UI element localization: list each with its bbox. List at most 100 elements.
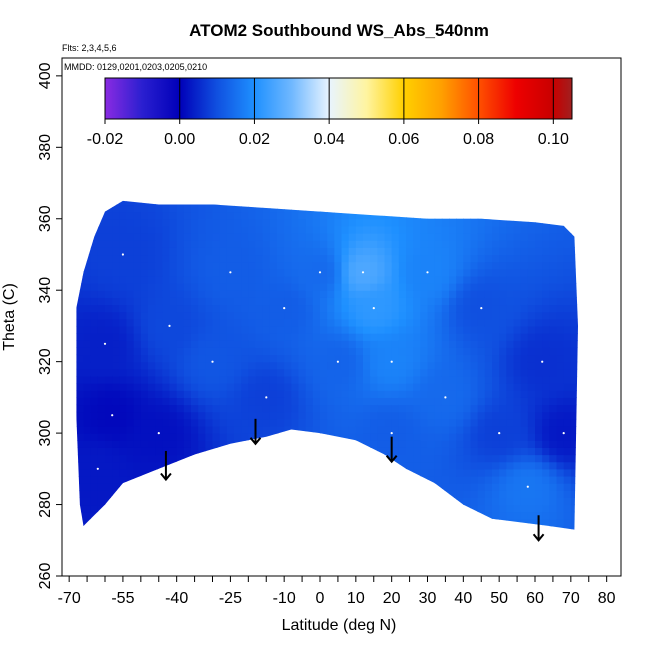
field-cell — [226, 511, 235, 520]
field-cell — [492, 325, 500, 334]
field-cell — [169, 340, 178, 348]
field-cell — [334, 418, 343, 427]
field-cell — [212, 247, 221, 256]
field-cell — [348, 375, 357, 384]
field-cell — [298, 368, 307, 377]
field-cell — [212, 461, 221, 470]
field-cell — [255, 511, 264, 520]
field-cell — [527, 333, 536, 341]
field-cell — [499, 325, 507, 334]
field-cell — [76, 240, 85, 248]
field-cell — [176, 268, 185, 277]
field-cell — [391, 418, 400, 427]
field-cell — [391, 390, 400, 398]
field-cell — [370, 375, 378, 384]
field-cell — [334, 525, 343, 530]
field-cell — [327, 447, 335, 456]
field-cell — [355, 290, 364, 298]
field-cell — [420, 383, 429, 391]
field-cell — [119, 204, 128, 213]
field-cell — [563, 404, 572, 413]
field-cell — [341, 497, 350, 506]
field-cell — [226, 311, 235, 320]
field-cell — [112, 425, 120, 434]
field-cell — [413, 454, 421, 463]
field-cell — [205, 311, 214, 320]
field-cell — [413, 247, 421, 256]
field-cell — [484, 275, 493, 284]
field-cell — [97, 218, 106, 227]
field-cell — [277, 433, 285, 441]
field-cell — [492, 318, 500, 327]
field-cell — [269, 290, 278, 298]
field-cell — [269, 404, 278, 413]
field-cell — [384, 311, 393, 320]
field-cell — [499, 204, 507, 213]
field-cell — [527, 283, 536, 291]
field-cell — [312, 297, 321, 306]
field-cell — [148, 283, 156, 291]
field-cell — [126, 304, 135, 313]
field-cell — [355, 411, 364, 420]
field-cell — [312, 411, 321, 420]
field-cell — [226, 418, 235, 427]
field-cell — [484, 361, 493, 370]
field-cell — [234, 468, 242, 477]
field-cell — [441, 404, 450, 413]
field-cell — [112, 268, 120, 277]
field-cell — [155, 261, 163, 270]
field-cell — [348, 204, 357, 213]
field-cell — [570, 218, 579, 227]
field-cell — [363, 354, 371, 363]
field-cell — [570, 354, 579, 363]
field-cell — [484, 240, 493, 248]
field-cell — [563, 461, 572, 470]
field-cell — [305, 461, 314, 470]
field-cell — [219, 261, 228, 270]
field-cell — [535, 211, 543, 220]
field-cell — [527, 440, 536, 448]
field-cell — [176, 368, 185, 377]
field-cell — [535, 418, 543, 427]
field-cell — [456, 404, 464, 413]
field-cell — [477, 211, 486, 220]
field-cell — [234, 440, 242, 448]
field-cell — [205, 225, 214, 234]
field-cell — [456, 333, 464, 341]
field-cell — [406, 354, 414, 363]
field-cell — [312, 368, 321, 377]
field-cell — [406, 418, 414, 427]
field-cell — [312, 261, 321, 270]
field-cell — [549, 283, 558, 291]
field-cell — [105, 211, 113, 220]
field-cell — [556, 461, 565, 470]
field-cell — [449, 404, 457, 413]
sample-point — [229, 271, 232, 274]
field-cell — [334, 433, 343, 441]
field-cell — [499, 233, 507, 241]
field-cell — [105, 447, 113, 456]
field-cell — [312, 518, 321, 527]
field-cell — [148, 511, 156, 520]
field-cell — [183, 311, 192, 320]
field-cell — [140, 297, 149, 306]
field-cell — [570, 504, 579, 513]
field-cell — [513, 240, 522, 248]
field-cell — [406, 333, 414, 341]
field-cell — [499, 361, 507, 370]
field-cell — [413, 418, 421, 427]
field-cell — [126, 440, 135, 448]
field-cell — [542, 240, 550, 248]
field-cell — [556, 404, 565, 413]
field-cell — [97, 497, 106, 506]
field-cell — [162, 497, 171, 506]
field-cell — [513, 318, 522, 327]
field-cell — [563, 347, 572, 356]
field-cell — [520, 483, 529, 491]
field-cell — [355, 297, 364, 306]
field-cell — [183, 433, 192, 441]
field-cell — [527, 304, 536, 313]
field-cell — [470, 304, 479, 313]
field-cell — [570, 240, 579, 248]
